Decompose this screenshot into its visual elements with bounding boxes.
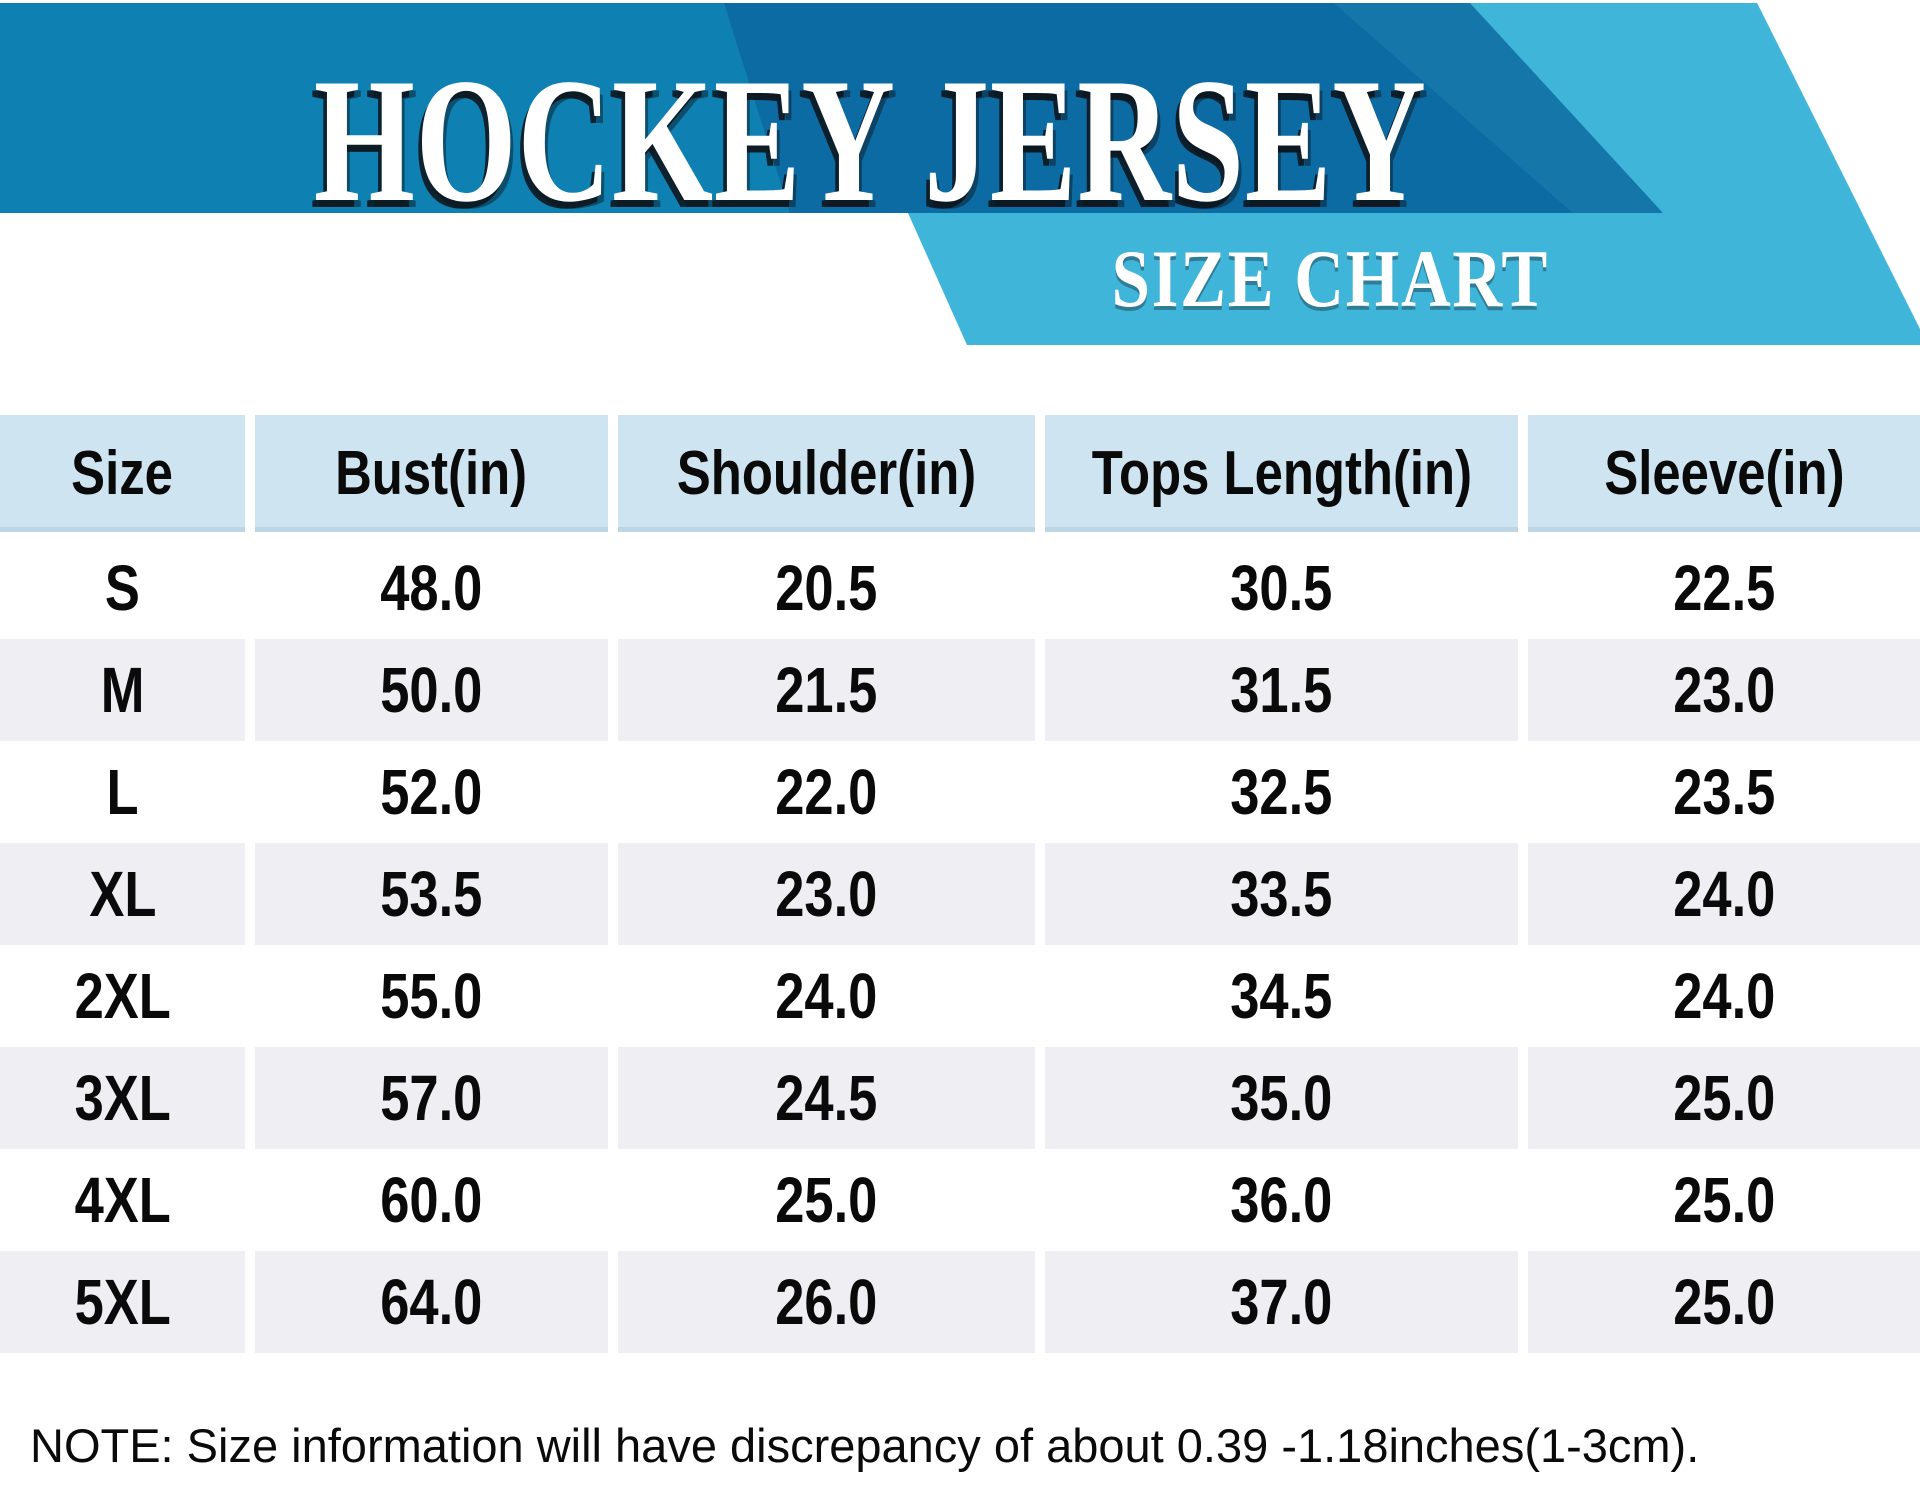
cell-bust: 60.0 xyxy=(380,1164,483,1236)
cell-tops-length: 32.5 xyxy=(1230,756,1333,828)
cell-sleeve: 25.0 xyxy=(1672,1164,1776,1236)
cell-sleeve: 24.0 xyxy=(1672,960,1776,1032)
cell-size: XL xyxy=(0,843,245,945)
table-row-4xl: 4XL 60.0 25.0 36.0 25.0 xyxy=(0,1149,1920,1251)
cell-tops-length: 35.0 xyxy=(1045,1047,1518,1149)
cell-tops-length: 31.5 xyxy=(1045,639,1518,741)
cell-sleeve: 23.5 xyxy=(1672,756,1776,828)
banner-subtitle-area: SIZE CHART xyxy=(1080,213,1580,345)
cell-sleeve: 25.0 xyxy=(1528,1047,1920,1149)
size-note: NOTE: Size information will have discrep… xyxy=(30,1419,1700,1472)
cell-bust: 64.0 xyxy=(255,1251,608,1353)
table-row-xl: XL 53.5 23.0 33.5 24.0 xyxy=(0,843,1920,945)
banner-title-area: HOCKEY JERSEY xyxy=(300,40,1440,240)
cell-tops-length: 34.5 xyxy=(1230,960,1333,1032)
table-row-m: M 50.0 21.5 31.5 23.0 xyxy=(0,639,1920,741)
cell-size: 3XL xyxy=(0,1047,245,1149)
cell-shoulder: 22.0 xyxy=(775,756,878,828)
cell-shoulder: 20.5 xyxy=(775,552,878,624)
cell-bust: 48.0 xyxy=(380,552,483,624)
cell-shoulder: 23.0 xyxy=(618,843,1035,945)
cell-size: S xyxy=(104,552,141,624)
cell-sleeve: 23.0 xyxy=(1528,639,1920,741)
cell-size: L xyxy=(106,756,139,828)
column-header-bust: Bust(in) xyxy=(255,415,608,532)
table-row-s: S 48.0 20.5 30.5 22.5 xyxy=(0,537,1920,639)
size-table: Size Bust(in) Shoulder(in) Tops Length(i… xyxy=(0,415,1920,1353)
column-header-sleeve: Sleeve(in) xyxy=(1528,415,1920,532)
cell-size: 5XL xyxy=(0,1251,245,1353)
cell-shoulder: 24.5 xyxy=(618,1047,1035,1149)
cell-tops-length: 37.0 xyxy=(1045,1251,1518,1353)
cell-size: 2XL xyxy=(74,960,171,1032)
column-header-shoulder: Shoulder(in) xyxy=(618,415,1035,532)
cell-tops-length: 33.5 xyxy=(1045,843,1518,945)
cell-sleeve: 24.0 xyxy=(1528,843,1920,945)
cell-shoulder: 24.0 xyxy=(775,960,878,1032)
cell-bust: 52.0 xyxy=(380,756,483,828)
cell-bust: 57.0 xyxy=(255,1047,608,1149)
column-header-size: Size xyxy=(0,415,245,532)
cell-bust: 55.0 xyxy=(380,960,483,1032)
table-header-row: Size Bust(in) Shoulder(in) Tops Length(i… xyxy=(0,415,1920,532)
cell-tops-length: 30.5 xyxy=(1230,552,1333,624)
cell-tops-length: 36.0 xyxy=(1230,1164,1333,1236)
cell-bust: 53.5 xyxy=(255,843,608,945)
cell-bust: 50.0 xyxy=(255,639,608,741)
page-title: HOCKEY JERSEY xyxy=(313,41,1427,239)
cell-shoulder: 26.0 xyxy=(618,1251,1035,1353)
column-header-tops-length: Tops Length(in) xyxy=(1045,415,1518,532)
cell-size: 4XL xyxy=(74,1164,171,1236)
table-row-5xl: 5XL 64.0 26.0 37.0 25.0 xyxy=(0,1251,1920,1353)
table-row-l: L 52.0 22.0 32.5 23.5 xyxy=(0,741,1920,843)
cell-sleeve: 25.0 xyxy=(1528,1251,1920,1353)
table-row-2xl: 2XL 55.0 24.0 34.5 24.0 xyxy=(0,945,1920,1047)
cell-shoulder: 21.5 xyxy=(618,639,1035,741)
cell-sleeve: 22.5 xyxy=(1672,552,1776,624)
page-subtitle: SIZE CHART xyxy=(1111,233,1549,324)
cell-size: M xyxy=(0,639,245,741)
cell-shoulder: 25.0 xyxy=(775,1164,878,1236)
table-row-3xl: 3XL 57.0 24.5 35.0 25.0 xyxy=(0,1047,1920,1149)
